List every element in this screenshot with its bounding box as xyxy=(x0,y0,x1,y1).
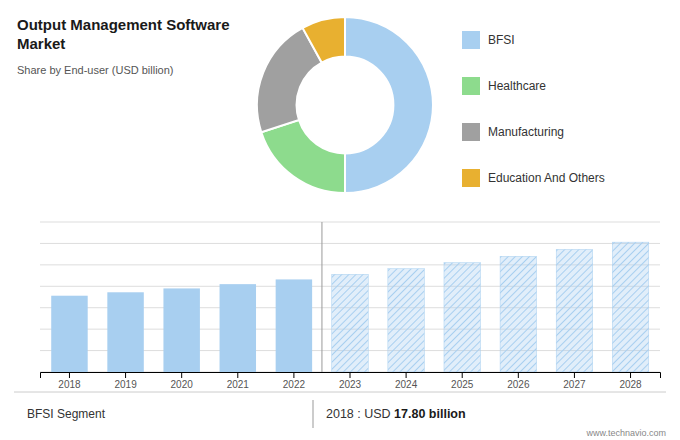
bar xyxy=(444,263,480,372)
bar-chart: 2018 2019 2020 2021 2022 2023 2024 2025 2026 2027… xyxy=(40,222,661,390)
x-tick: 2026 xyxy=(507,372,530,390)
legend-label: Healthcare xyxy=(488,79,546,93)
bar xyxy=(556,249,592,372)
chart-root: Output Management Software Market Share by… xyxy=(0,0,680,440)
x-tick-mark xyxy=(630,372,631,378)
annotation: 2018 : USD xyxy=(326,407,394,421)
bar xyxy=(51,296,87,372)
x-tick-label: 2022 xyxy=(283,379,306,390)
x-tick: 2019 xyxy=(114,372,137,390)
bar xyxy=(612,242,648,372)
x-tick-label: 2028 xyxy=(619,379,642,390)
x-tick-mark xyxy=(293,372,294,378)
x-tick-mark xyxy=(574,372,575,378)
x-tick-mark xyxy=(350,372,351,378)
x-tick: 2025 xyxy=(451,372,474,390)
x-axis-line xyxy=(41,373,661,379)
legend-label: Education And Others xyxy=(488,171,605,185)
bar xyxy=(332,274,368,372)
bar xyxy=(163,288,199,372)
legend-label: BFSI xyxy=(488,33,515,47)
x-tick-mark xyxy=(69,372,70,378)
legend-swatch xyxy=(462,123,480,141)
x-tick: 2022 xyxy=(283,372,306,390)
bar xyxy=(107,292,143,372)
donut-slice xyxy=(261,120,345,193)
x-tick: 2028 xyxy=(619,372,642,390)
x-tick-mark xyxy=(518,372,519,378)
legend-swatch xyxy=(462,169,480,187)
grid-line xyxy=(40,222,660,223)
legend-swatch xyxy=(462,31,480,49)
watermark: www.technavio.com xyxy=(585,428,666,438)
donut-slice xyxy=(345,17,433,193)
x-tick-mark xyxy=(237,372,238,378)
donut-slice xyxy=(303,17,345,63)
x-tick: 2024 xyxy=(395,372,418,390)
bar xyxy=(276,279,312,372)
bar xyxy=(388,269,424,372)
bars xyxy=(51,242,649,372)
x-tick-mark xyxy=(125,372,126,378)
x-tick-label: 2024 xyxy=(395,379,418,390)
x-tick-label: 2019 xyxy=(114,379,137,390)
x-tick: 2023 xyxy=(339,372,362,390)
x-tick-mark xyxy=(406,372,407,378)
bar xyxy=(500,256,536,372)
subtitle: Share by End-user (USD billion) xyxy=(17,64,174,76)
footer-divider xyxy=(312,400,313,428)
legend-label: Manufacturing xyxy=(488,125,564,139)
x-tick: 2027 xyxy=(563,372,586,390)
title-line: Market xyxy=(17,35,65,52)
x-tick: 2018 xyxy=(58,372,81,390)
annotation: 17.80 billion xyxy=(394,407,466,421)
donut xyxy=(257,17,433,193)
x-tick-label: 2020 xyxy=(171,379,194,390)
title: Output Management Software Market xyxy=(17,16,230,52)
grid-line xyxy=(40,243,660,244)
legend: BFSI Healthcare Manufacturing Education And… xyxy=(462,31,605,187)
legend-swatch xyxy=(462,77,480,95)
bar xyxy=(220,284,256,372)
x-tick-label: 2027 xyxy=(563,379,586,390)
x-tick-label: 2025 xyxy=(451,379,474,390)
x-tick-label: 2021 xyxy=(227,379,250,390)
footer-rule xyxy=(14,392,666,393)
x-tick: 2021 xyxy=(227,372,250,390)
x-axis: 2018 2019 2020 2021 2022 2023 2024 2025 2026 2027… xyxy=(41,372,661,390)
x-tick: 2020 xyxy=(171,372,194,390)
title-line: Output Management Software xyxy=(17,16,230,33)
x-tick-label: 2018 xyxy=(58,379,81,390)
separator xyxy=(321,222,322,372)
x-tick-mark xyxy=(181,372,182,378)
x-tick-mark xyxy=(462,372,463,378)
grid xyxy=(40,222,660,372)
annotation: BFSI Segment xyxy=(27,407,106,421)
x-tick-label: 2026 xyxy=(507,379,530,390)
x-tick-label: 2023 xyxy=(339,379,362,390)
